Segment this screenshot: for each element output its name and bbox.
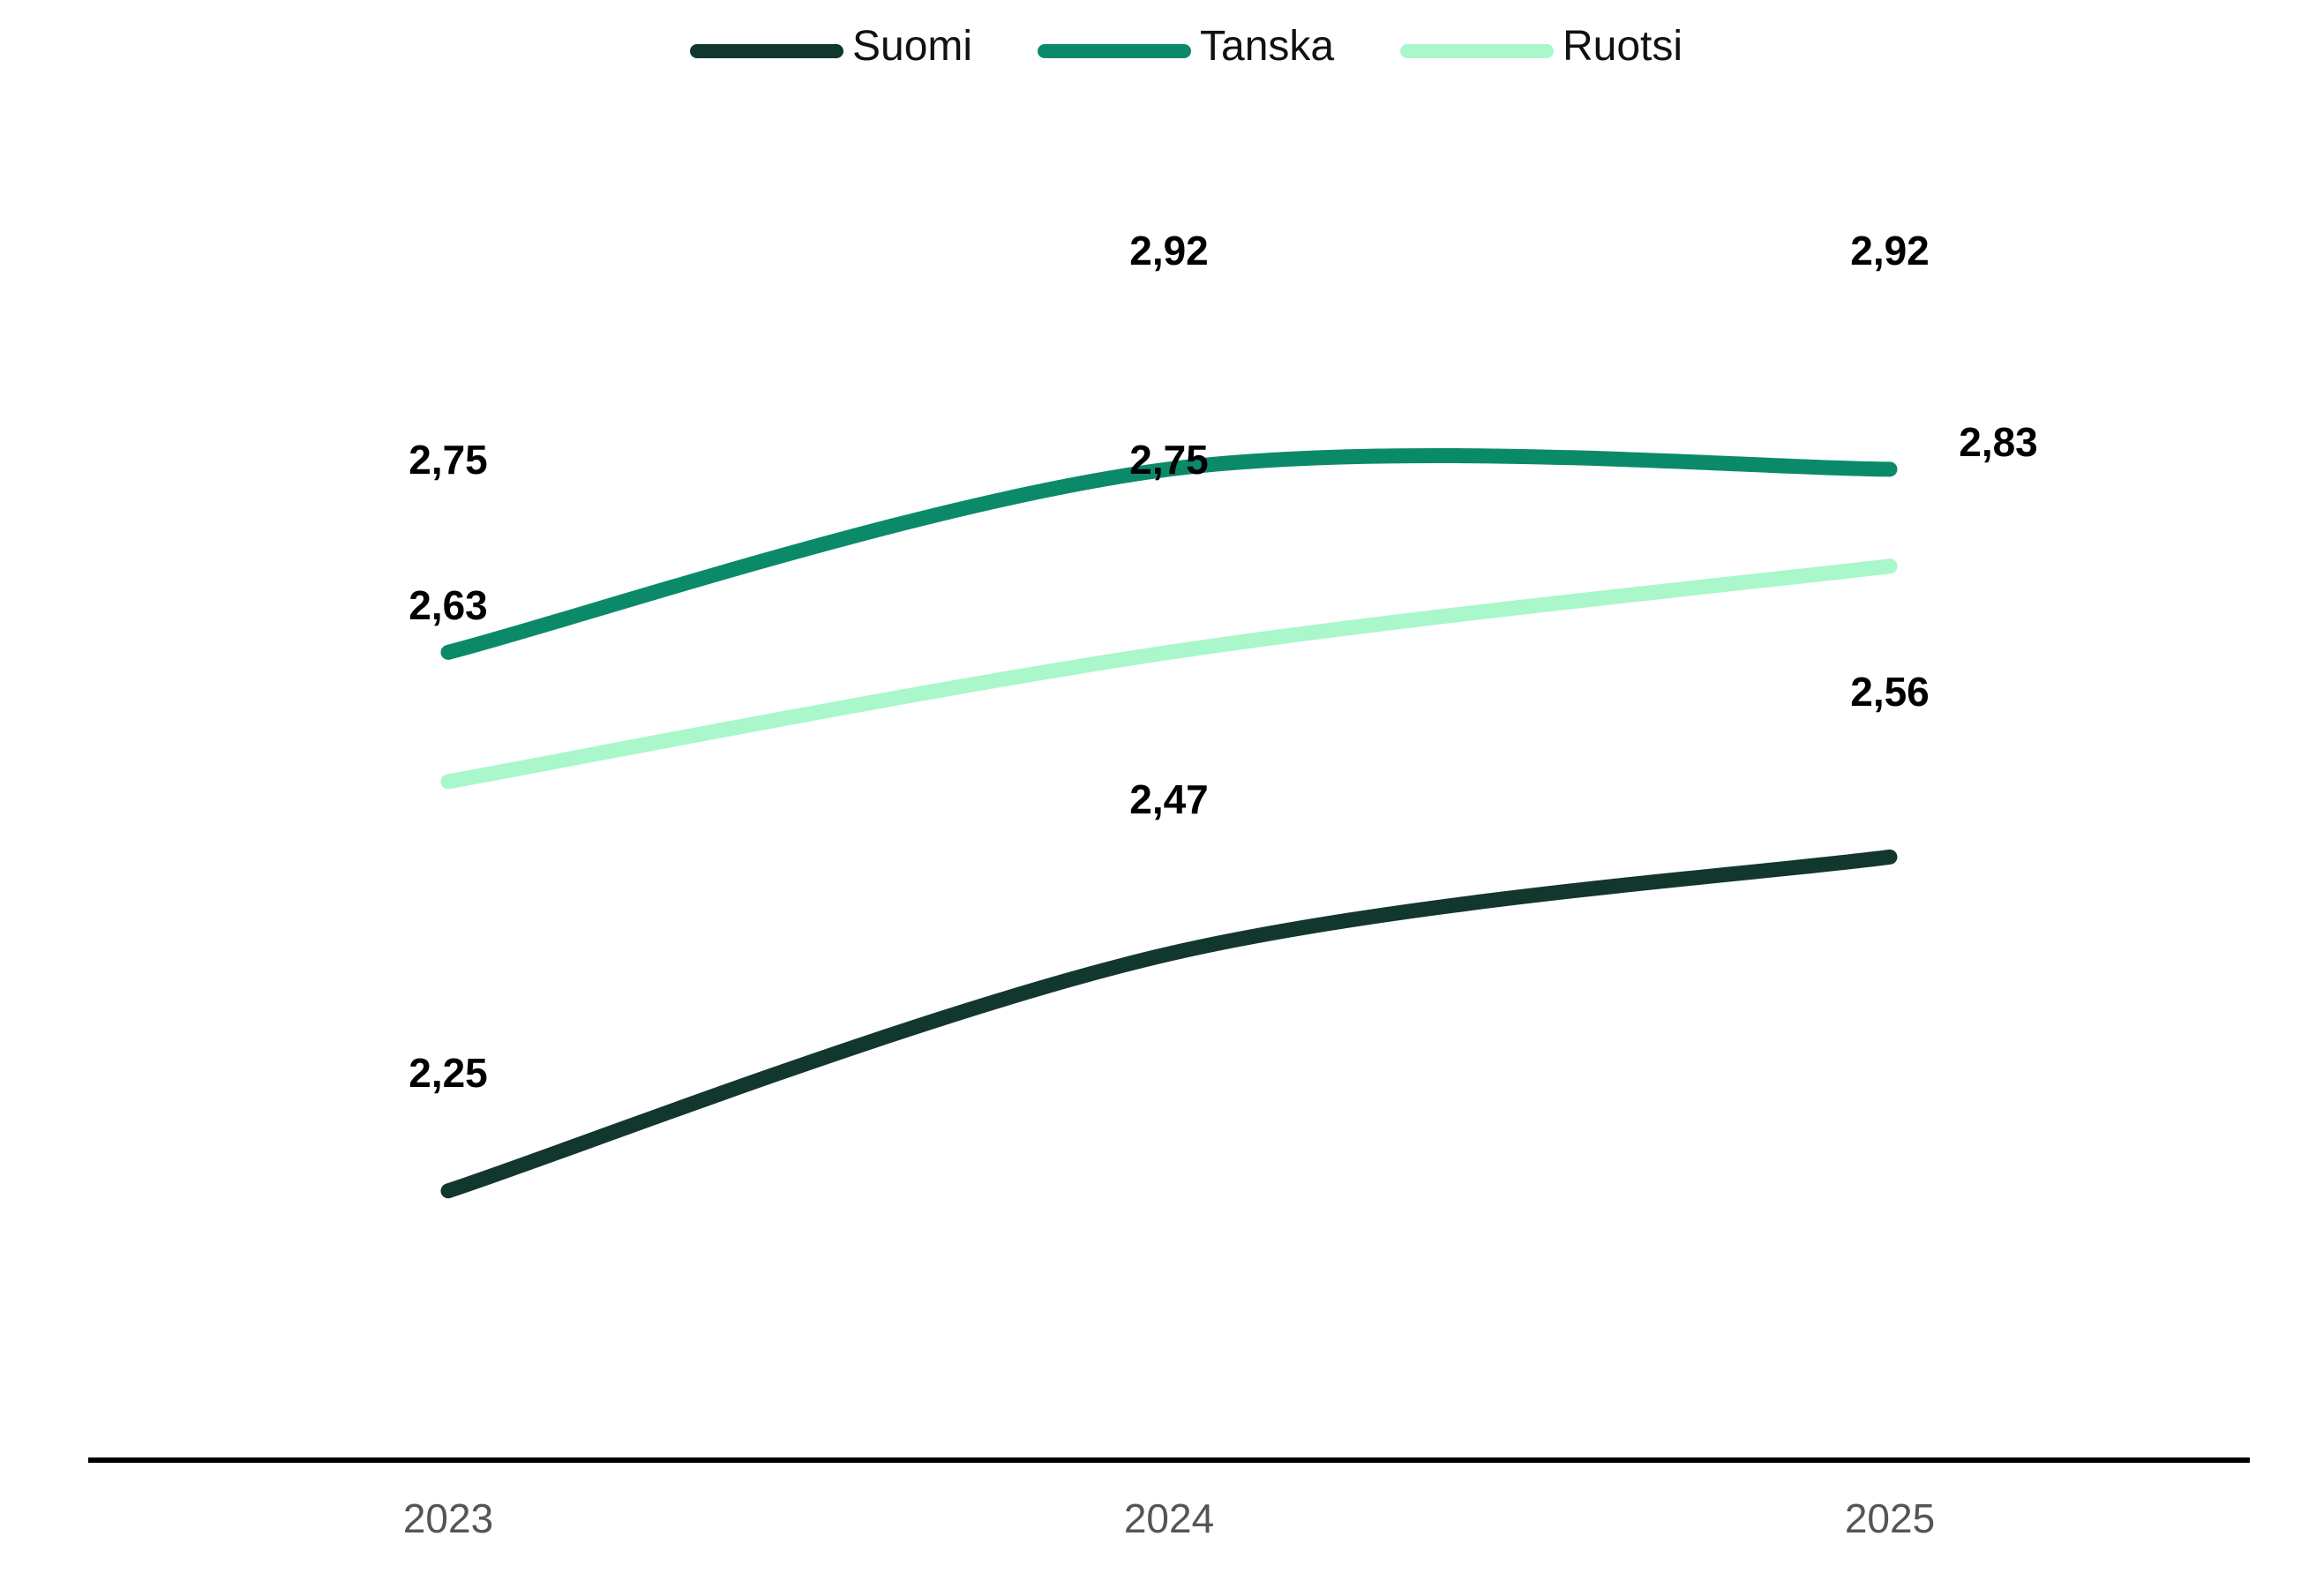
data-label-tanska-2025: 2,92: [1850, 228, 1930, 273]
data-label-tanska-2024: 2,92: [1129, 228, 1209, 273]
x-tick-label-2024: 2024: [1124, 1495, 1214, 1541]
legend-label-tanska: Tanska: [1200, 23, 1334, 70]
series-line-suomi: [440, 849, 1898, 1199]
data-labels: 2,25 2,47 2,56 2,75 2,92 2,92 2,63 2,75 2,83: [408, 228, 2038, 1096]
series-lines: [440, 447, 1898, 1199]
data-label-ruotsi-2024: 2,75: [1129, 437, 1209, 483]
series-line-ruotsi: [440, 558, 1898, 790]
data-label-suomi-2024: 2,47: [1129, 776, 1209, 822]
series-line-tanska: [440, 447, 1898, 660]
data-label-suomi-2023: 2,25: [408, 1050, 488, 1096]
legend-item-ruotsi: Ruotsi: [1400, 23, 1683, 70]
legend-label-ruotsi: Ruotsi: [1563, 23, 1683, 70]
data-label-ruotsi-2025: 2,83: [1959, 419, 2038, 465]
legend: Suomi Tanska Ruotsi: [690, 23, 1683, 70]
legend-item-suomi: Suomi: [690, 23, 972, 70]
x-tick-label-2023: 2023: [403, 1495, 493, 1541]
x-tick-label-2025: 2025: [1845, 1495, 1935, 1541]
x-axis-ticks: 2023 2024 2025: [403, 1495, 1935, 1541]
data-label-ruotsi-2023: 2,63: [408, 582, 488, 628]
legend-label-suomi: Suomi: [852, 23, 972, 70]
data-label-suomi-2025: 2,56: [1850, 669, 1930, 715]
legend-item-tanska: Tanska: [1038, 23, 1334, 70]
data-label-tanska-2023: 2,75: [408, 437, 488, 483]
